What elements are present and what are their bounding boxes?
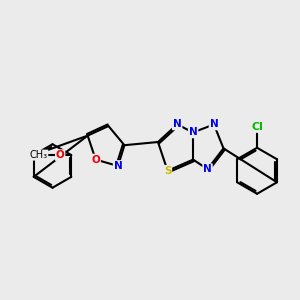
Text: N: N [173,119,182,129]
Text: CH₃: CH₃ [30,150,48,160]
Text: N: N [114,161,122,171]
Text: S: S [164,166,171,176]
Text: O: O [91,154,100,165]
Text: Cl: Cl [251,122,263,132]
Text: O: O [56,150,64,160]
Text: N: N [203,164,212,174]
Text: N: N [209,119,218,129]
Text: N: N [189,128,197,137]
